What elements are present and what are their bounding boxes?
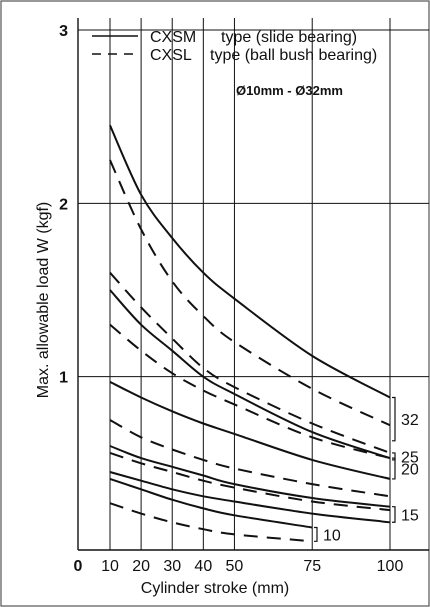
chart-subtitle: Ø10mm - Ø32mm: [236, 83, 343, 98]
group-bracket-32: [392, 396, 396, 442]
series-line-32-solid: [109, 124, 391, 399]
x-tick-label: 10: [101, 558, 119, 575]
grid-layer: [77, 18, 429, 551]
x-axis-label: Cylinder stroke (mm): [141, 580, 289, 597]
legend-label-cxsl: CXSL: [150, 47, 192, 64]
x-tick-label: 100: [377, 558, 404, 575]
legend-desc-cxsl: type (ball bush bearing): [210, 47, 377, 64]
legend: CXSM type (slide bearing) CXSL type (bal…: [92, 29, 377, 64]
x-tick-label: 20: [132, 558, 150, 575]
series-line-32-dashed: [109, 159, 391, 427]
series-line-20-dashed: [109, 323, 391, 460]
series-line-25-dashed: [109, 271, 391, 454]
group-bracket-15: [392, 506, 396, 523]
series-line-15-dashed: [109, 419, 391, 498]
tick-labels: 0 10 20 30 40 50 75 100 1 2 3: [59, 23, 403, 575]
series-line-10-solid: [109, 477, 313, 529]
group-label-15: 15: [401, 507, 419, 524]
y-axis-label: Max. allowable load W (kgf): [35, 202, 52, 399]
group-label-20: 20: [401, 462, 419, 479]
series-line-25-solid: [109, 289, 391, 460]
x-tick-label: 0: [74, 558, 83, 575]
x-tick-label: 40: [194, 558, 212, 575]
y-tick-label: 1: [59, 370, 68, 387]
y-tick-label: 2: [59, 196, 68, 213]
legend-label-cxsm: CXSM: [150, 29, 196, 46]
group-bracket-25: [392, 452, 396, 461]
group-bracket-10: [314, 526, 318, 542]
x-tick-label: 75: [303, 558, 321, 575]
group-label-10: 10: [323, 527, 341, 544]
group-bracket-20: [392, 457, 396, 480]
group-label-25: 25: [401, 449, 419, 466]
series-line-20-solid: [109, 380, 391, 480]
x-tick-label: 30: [163, 558, 181, 575]
legend-desc-cxsm: type (slide bearing): [221, 29, 357, 46]
series-line-15-dashed: [109, 451, 391, 512]
x-tick-label: 50: [226, 558, 244, 575]
series-layer: [109, 124, 391, 543]
series-line-15-solid: [109, 471, 391, 524]
series-line-10-dashed: [109, 502, 313, 543]
group-label-32: 32: [401, 412, 419, 429]
series-line-15-solid: [109, 445, 391, 508]
y-tick-label: 3: [59, 23, 68, 40]
